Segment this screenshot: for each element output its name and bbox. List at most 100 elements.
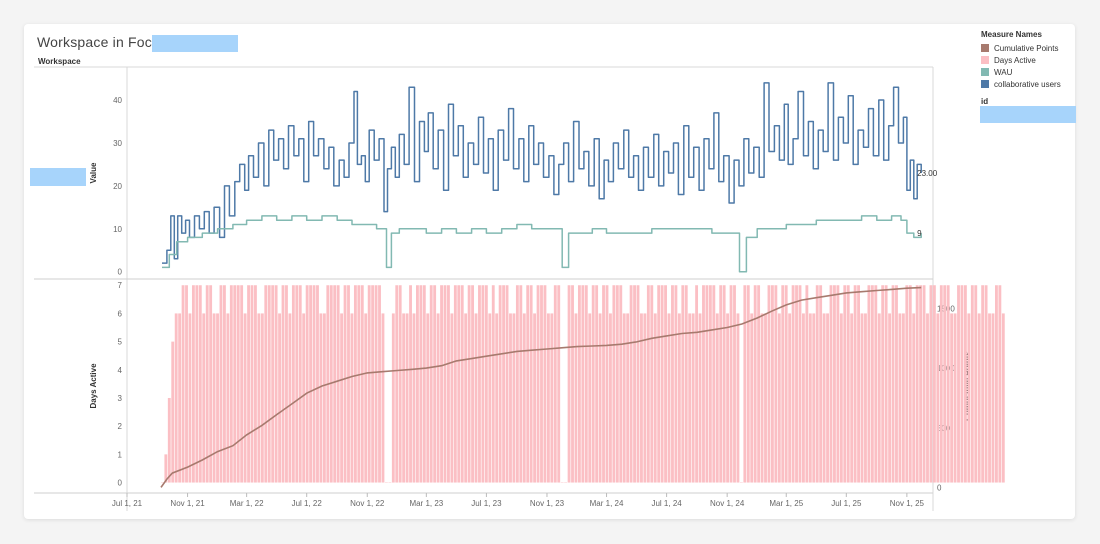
bar-days-active[interactable]	[212, 313, 216, 483]
bar-days-active[interactable]	[802, 313, 805, 483]
bar-days-active[interactable]	[926, 313, 929, 483]
bar-days-active[interactable]	[912, 313, 916, 483]
bar-days-active[interactable]	[447, 285, 450, 483]
bar-days-active[interactable]	[191, 285, 195, 483]
bar-days-active[interactable]	[347, 285, 350, 483]
bar-days-active[interactable]	[960, 285, 964, 483]
bar-days-active[interactable]	[402, 313, 406, 483]
line-collaborative-users[interactable]	[162, 82, 922, 264]
bar-days-active[interactable]	[691, 313, 695, 483]
bar-days-active[interactable]	[643, 313, 647, 483]
bar-days-active[interactable]	[671, 285, 674, 483]
bar-days-active[interactable]	[843, 285, 847, 483]
bar-days-active[interactable]	[164, 454, 168, 483]
bar-days-active[interactable]	[719, 285, 723, 483]
bar-days-active[interactable]	[285, 285, 288, 483]
bar-days-active[interactable]	[250, 285, 254, 483]
bar-days-active[interactable]	[829, 285, 833, 483]
bar-days-active[interactable]	[443, 285, 447, 483]
line-cumulative-points[interactable]	[160, 286, 922, 488]
bar-days-active[interactable]	[257, 313, 261, 483]
bar-days-active[interactable]	[264, 285, 268, 483]
bar-days-active[interactable]	[908, 285, 912, 483]
bar-days-active[interactable]	[784, 285, 788, 483]
bar-days-active[interactable]	[664, 285, 667, 483]
bar-days-active[interactable]	[536, 285, 540, 483]
bar-days-active[interactable]	[312, 285, 316, 483]
bar-days-active[interactable]	[660, 285, 664, 483]
bar-days-active[interactable]	[471, 285, 474, 483]
bar-days-active[interactable]	[629, 285, 633, 483]
bar-days-active[interactable]	[722, 285, 726, 483]
bar-days-active[interactable]	[846, 285, 850, 483]
bar-days-active[interactable]	[657, 285, 661, 483]
bar-days-active[interactable]	[750, 313, 754, 483]
bar-days-active[interactable]	[943, 285, 947, 483]
bar-days-active[interactable]	[288, 313, 292, 483]
bar-days-active[interactable]	[450, 313, 454, 483]
bar-days-active[interactable]	[205, 285, 209, 483]
bar-days-active[interactable]	[498, 285, 502, 483]
bar-days-active[interactable]	[998, 285, 1002, 483]
bar-days-active[interactable]	[254, 285, 257, 483]
bar-days-active[interactable]	[836, 285, 840, 483]
bar-days-active[interactable]	[502, 285, 506, 483]
bar-days-active[interactable]	[515, 285, 519, 483]
bar-days-active[interactable]	[467, 285, 471, 483]
bar-days-active[interactable]	[915, 285, 919, 483]
bar-days-active[interactable]	[357, 285, 361, 483]
bar-days-active[interactable]	[788, 313, 792, 483]
bar-days-active[interactable]	[302, 313, 306, 483]
bar-days-active[interactable]	[305, 285, 309, 483]
bar-days-active[interactable]	[764, 313, 767, 483]
bar-days-active[interactable]	[367, 285, 371, 483]
bar-days-active[interactable]	[260, 313, 264, 483]
bar-days-active[interactable]	[946, 285, 950, 483]
bar-days-active[interactable]	[798, 285, 802, 483]
bar-days-active[interactable]	[633, 285, 636, 483]
bar-days-active[interactable]	[236, 285, 240, 483]
bar-days-active[interactable]	[819, 285, 823, 483]
bar-days-active[interactable]	[733, 285, 736, 483]
bar-days-active[interactable]	[974, 285, 978, 483]
bar-days-active[interactable]	[833, 285, 836, 483]
bar-days-active[interactable]	[963, 285, 967, 483]
bar-days-active[interactable]	[746, 285, 750, 483]
bar-days-active[interactable]	[981, 285, 985, 483]
bar-days-active[interactable]	[167, 397, 171, 483]
bar-days-active[interactable]	[888, 313, 892, 483]
bar-days-active[interactable]	[922, 285, 926, 483]
bar-days-active[interactable]	[309, 285, 313, 483]
bar-days-active[interactable]	[729, 285, 733, 483]
bar-days-active[interactable]	[977, 313, 981, 483]
bar-days-active[interactable]	[867, 285, 871, 483]
bar-days-active[interactable]	[605, 285, 609, 483]
bar-days-active[interactable]	[712, 285, 716, 483]
bar-days-active[interactable]	[777, 313, 781, 483]
bar-days-active[interactable]	[271, 285, 275, 483]
bar-days-active[interactable]	[416, 285, 419, 483]
bar-days-active[interactable]	[522, 313, 526, 483]
bar-days-active[interactable]	[181, 285, 185, 483]
bar-days-active[interactable]	[991, 313, 995, 483]
bar-days-active[interactable]	[898, 313, 902, 483]
bar-days-active[interactable]	[995, 285, 998, 483]
bar-days-active[interactable]	[626, 313, 630, 483]
bar-days-active[interactable]	[436, 313, 440, 483]
bar-days-active[interactable]	[457, 285, 461, 483]
bar-days-active[interactable]	[540, 285, 543, 483]
bar-days-active[interactable]	[426, 313, 430, 483]
bar-days-active[interactable]	[708, 285, 712, 483]
bar-days-active[interactable]	[850, 313, 854, 483]
bar-days-active[interactable]	[932, 285, 936, 483]
bar-days-active[interactable]	[364, 313, 368, 483]
bar-days-active[interactable]	[736, 313, 740, 483]
bar-days-active[interactable]	[226, 313, 230, 483]
bar-days-active[interactable]	[640, 313, 643, 483]
legend-item[interactable]: Cumulative Points	[981, 42, 1061, 54]
bar-days-active[interactable]	[705, 285, 709, 483]
bar-days-active[interactable]	[581, 285, 585, 483]
bar-days-active[interactable]	[726, 313, 730, 483]
bar-days-active[interactable]	[202, 313, 206, 483]
